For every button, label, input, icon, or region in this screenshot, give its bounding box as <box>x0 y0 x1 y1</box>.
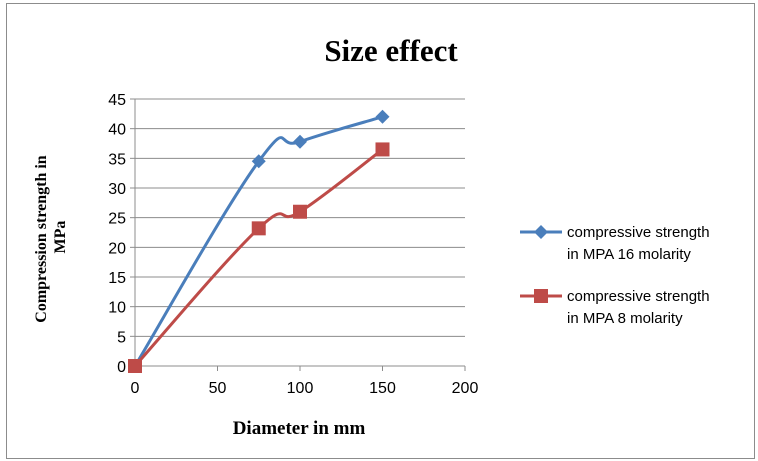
legend-label-line-2: in MPA 16 molarity <box>567 246 691 263</box>
legend-swatch-marker <box>534 289 548 303</box>
chart-title: Size effect <box>324 33 458 68</box>
x-tick-label: 150 <box>369 380 396 397</box>
series-layer <box>128 109 390 373</box>
y-tick-label: 25 <box>108 211 126 228</box>
series-line <box>133 148 384 368</box>
data-point <box>293 134 307 149</box>
y-tick-label: 5 <box>117 329 126 346</box>
x-tick-label: 0 <box>131 380 140 397</box>
y-tick-label: 10 <box>108 300 126 317</box>
legend-item-2: compressive strength in MPA 8 molarity <box>520 288 710 327</box>
legend-label-line-1: compressive strength <box>567 288 710 305</box>
series-line <box>133 115 383 367</box>
y-axis-title-line-2: MPa <box>52 221 69 254</box>
y-tick-label: 45 <box>108 92 126 109</box>
legend-label-line-1: compressive strength <box>567 224 710 241</box>
y-tick-label: 15 <box>108 270 126 287</box>
x-tick-label: 200 <box>452 380 479 397</box>
y-axis-title: Compression strength in MPa <box>33 151 69 322</box>
y-tick-label: 30 <box>108 181 126 198</box>
ticks-layer: 0 5 10 15 20 25 30 35 40 45 0 50 100 150 200 <box>108 92 478 397</box>
data-point <box>293 204 307 219</box>
chart-svg: Size effect 0 5 10 15 20 25 30 35 40 45 0 50 100 150 2… <box>33 33 710 439</box>
chart-frame: Size effect 0 5 10 15 20 25 30 35 40 45 0 50 100 150 2… <box>6 3 755 459</box>
x-axis-title: Diameter in mm <box>233 418 366 439</box>
y-tick-label: 0 <box>117 359 126 376</box>
data-point <box>128 359 142 373</box>
series-2 <box>128 142 390 373</box>
series-1 <box>128 109 390 373</box>
x-tick-label: 50 <box>209 380 227 397</box>
data-point <box>375 142 390 157</box>
y-tick-label: 35 <box>108 151 126 168</box>
data-point <box>251 154 266 169</box>
legend-swatch-marker <box>534 225 548 239</box>
y-tick-label: 20 <box>108 240 126 257</box>
legend-item-1: compressive strength in MPA 16 molarity <box>520 224 710 263</box>
x-tick-label: 100 <box>287 380 314 397</box>
legend-label-line-2: in MPA 8 molarity <box>567 310 683 327</box>
data-point <box>375 109 390 124</box>
y-tick-label: 40 <box>108 122 126 139</box>
y-axis-title-line-1: Compression strength in <box>33 155 50 323</box>
data-point <box>251 221 266 236</box>
